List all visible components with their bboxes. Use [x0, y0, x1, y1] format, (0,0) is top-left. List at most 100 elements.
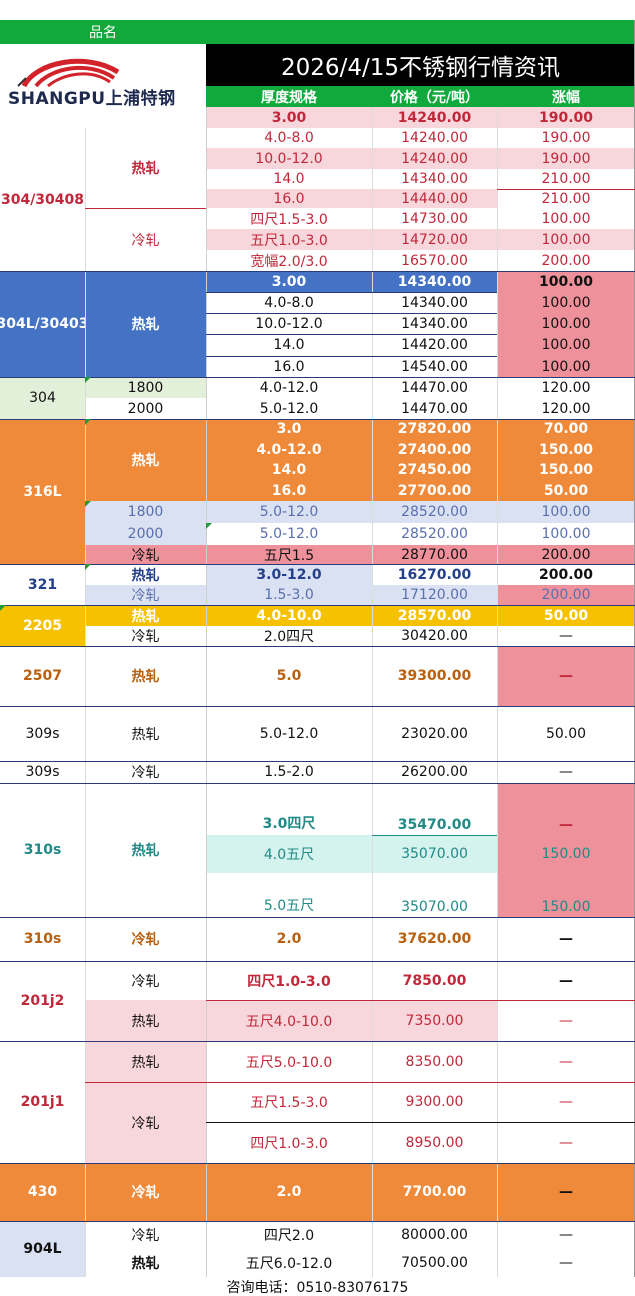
price-cell: 27450.00	[372, 460, 497, 480]
grid-line	[206, 1122, 635, 1123]
spec-cell: 1.5-2.0	[206, 761, 372, 783]
change-cell: 100.00	[497, 334, 635, 356]
spec-cell: 3.0	[206, 419, 372, 439]
price-cell: 14440.00	[372, 189, 497, 208]
grade-316l: 316L	[0, 419, 85, 564]
grid-line	[0, 706, 635, 707]
spec-cell: 14.0	[206, 460, 372, 480]
grid-line	[206, 313, 497, 314]
spec-cell: 16.0	[206, 189, 372, 208]
spec-cell: 5.0	[206, 646, 372, 706]
footer-contact: 咨询电话：0510-83076175	[0, 1277, 635, 1296]
price-cell: 8950.00	[372, 1122, 497, 1163]
process-201j2-hot: 热轧	[85, 1000, 206, 1041]
change-cell: 150.00	[497, 873, 635, 917]
price-cell: 14730.00	[372, 208, 497, 229]
spec-cell: 4.0-8.0	[206, 292, 372, 313]
price-cell: 14540.00	[372, 356, 497, 377]
change-cell: 200.00	[497, 564, 635, 585]
grid-line	[206, 1000, 635, 1001]
spec-cell: 5.0-12.0	[206, 706, 372, 761]
price-cell: 37620.00	[372, 917, 497, 961]
spec-cell: 2.0	[206, 1163, 372, 1221]
process-201j1-hot: 热轧	[85, 1041, 206, 1082]
change-cell: 150.00	[497, 460, 635, 480]
process-316-hot: 热轧	[85, 419, 206, 501]
spec-cell: 四尺1.0-3.0	[206, 961, 372, 1000]
change-cell: 200.00	[497, 250, 635, 271]
change-cell: 150.00	[497, 835, 635, 873]
grade-201j2: 201j2	[0, 961, 85, 1041]
process-321-hot: 热轧	[85, 564, 206, 585]
price-cell: 28570.00	[372, 605, 497, 626]
cell-flag-icon	[0, 605, 6, 611]
price-cell: 14240.00	[372, 148, 497, 169]
change-cell: 50.00	[497, 706, 635, 761]
spec-cell: 16.0	[206, 356, 372, 377]
price-cell: 14720.00	[372, 229, 497, 250]
sheet-title: 2026/4/15不锈钢行情资讯	[206, 44, 635, 86]
change-cell: 50.00	[497, 605, 635, 626]
change-cell: —	[497, 761, 635, 783]
grid-line	[0, 271, 635, 272]
spec-cell: 四尺1.0-3.0	[206, 1122, 372, 1163]
grade-304l: 304L/30403	[0, 271, 85, 377]
header-green-band	[206, 20, 635, 44]
spec-cell: 四尺1.5-3.0	[206, 208, 372, 229]
spec-cell: 3.00	[206, 107, 372, 128]
spec-cell: 5.0-12.0	[206, 398, 372, 419]
process-310-cold: 冷轧	[85, 917, 206, 961]
spec-cell: 五尺5.0-10.0	[206, 1041, 372, 1082]
price-cell: 27820.00	[372, 419, 497, 439]
price-cell: 80000.00	[372, 1221, 497, 1249]
change-cell: —	[497, 1163, 635, 1221]
process-904-cold: 冷轧	[85, 1221, 206, 1249]
price-cell: 28520.00	[372, 523, 497, 545]
spec-cell: 4.0-8.0	[206, 128, 372, 148]
spec-cell: 3.0-12.0	[206, 564, 372, 585]
col-header-price: 价格（元/吨）	[372, 86, 497, 107]
change-cell: —	[497, 1000, 635, 1041]
spec-cell: 3.0四尺	[206, 783, 372, 835]
process-316-2000: 2000	[85, 523, 206, 545]
cell-flag-icon	[85, 377, 91, 383]
spec-cell: 5.0五尺	[206, 873, 372, 917]
grid-line	[497, 189, 635, 190]
process-904-hot: 热轧	[85, 1249, 206, 1277]
cell-flag-icon	[85, 564, 91, 570]
spec-cell: 4.0五尺	[206, 835, 372, 873]
grid-line	[206, 292, 497, 293]
price-cell: 28520.00	[372, 501, 497, 523]
grade-904l: 904L	[0, 1221, 85, 1277]
change-cell: 150.00	[497, 439, 635, 460]
spec-cell: 五尺1.5	[206, 545, 372, 564]
spec-cell: 2.0四尺	[206, 626, 372, 646]
spec-cell: 3.00	[206, 271, 372, 292]
change-cell: 50.00	[497, 480, 635, 501]
change-cell: 200.00	[497, 585, 635, 605]
price-cell: 35070.00	[372, 873, 497, 917]
price-cell: 14420.00	[372, 334, 497, 356]
grid-line	[0, 761, 635, 762]
price-cell: 8350.00	[372, 1041, 497, 1082]
grid-line	[206, 356, 497, 357]
price-cell: 39300.00	[372, 646, 497, 706]
change-cell: 190.00	[497, 107, 635, 128]
col-header-change: 涨幅	[497, 86, 635, 107]
grade-304: 304	[0, 377, 85, 419]
price-cell: 9300.00	[372, 1082, 497, 1122]
price-cell: 14340.00	[372, 313, 497, 334]
grid-line	[372, 107, 373, 1277]
process-2507-hot: 热轧	[85, 646, 206, 706]
spec-cell: 16.0	[206, 480, 372, 501]
change-cell: 70.00	[497, 419, 635, 439]
process-316-1800: 1800	[85, 501, 206, 523]
change-cell: 120.00	[497, 398, 635, 419]
spec-cell: 2.0	[206, 917, 372, 961]
price-cell: 35470.00	[372, 783, 497, 835]
change-cell: 100.00	[497, 292, 635, 313]
price-cell: 14470.00	[372, 398, 497, 419]
spec-cell: 5.0-12.0	[206, 501, 372, 523]
change-cell: 190.00	[497, 128, 635, 148]
